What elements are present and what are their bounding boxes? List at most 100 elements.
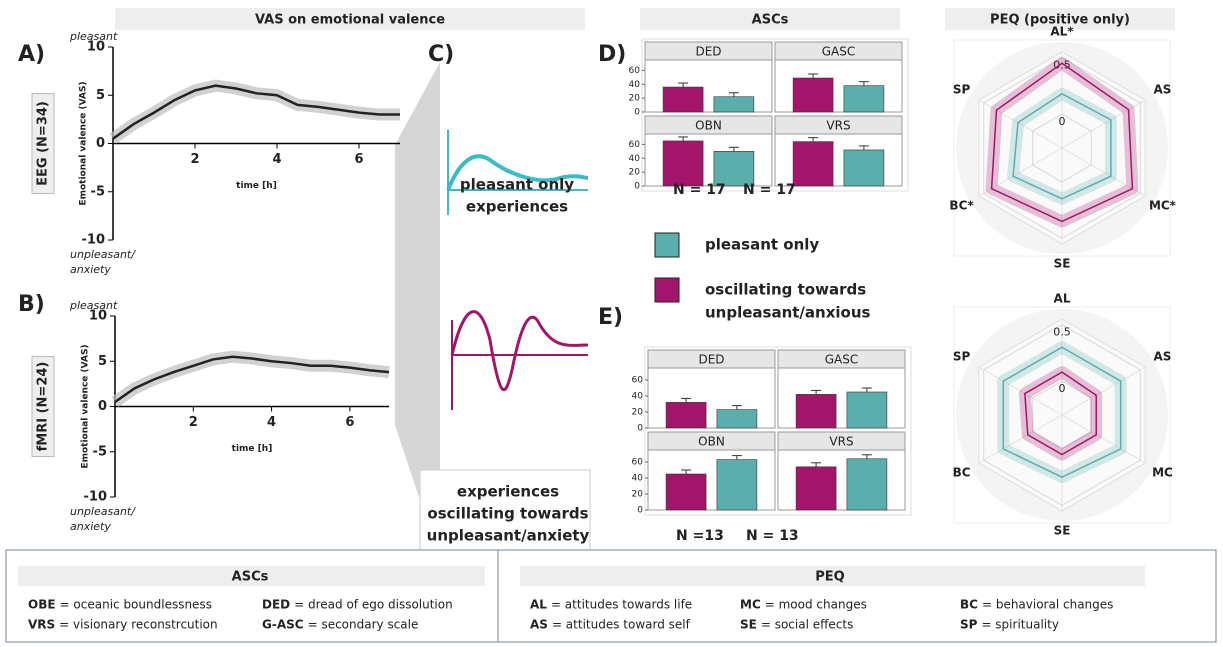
n-label: N = 17 — [673, 182, 726, 198]
bar — [843, 149, 885, 187]
radar-axis-label: MC — [1152, 466, 1173, 480]
y-tick-label: -10 — [84, 490, 108, 505]
facet-label: OBN — [695, 119, 722, 133]
y-tick-label: 20 — [629, 94, 641, 104]
radar-series — [990, 62, 1134, 223]
legend-label: unpleasant/anxious — [705, 304, 871, 322]
y-tick-label: -10 — [82, 233, 106, 248]
radar-grid — [983, 324, 1141, 506]
definitions-box — [5, 549, 1217, 643]
facet-label: VRS — [826, 119, 850, 133]
radar-series — [1024, 371, 1097, 456]
radar-spoke — [1061, 147, 1146, 197]
r-tick-label: 0.5 — [1053, 326, 1071, 339]
definition-abbr: OBE — [28, 598, 56, 612]
definitions-title: PEQ — [815, 570, 844, 585]
schematic-frame — [419, 469, 591, 561]
header-bar — [640, 8, 900, 30]
y-tick-label: 20 — [632, 408, 644, 418]
y-tick-label: 60 — [632, 376, 644, 386]
schematic-label: experiences — [457, 483, 559, 501]
radar-spoke — [978, 366, 1063, 416]
panel-label: E) — [598, 305, 623, 330]
r-tick-label: 0 — [1059, 115, 1066, 128]
y-tick-label: 10 — [87, 40, 105, 55]
definition-text: = dread of ego dissolution — [294, 598, 453, 612]
definition-text: = mood changes — [765, 598, 867, 612]
n-label: N = 17 — [743, 182, 796, 198]
facet-label: GASC — [822, 45, 856, 59]
radar-axis-label: AL* — [1050, 25, 1074, 39]
x-tick-label: 2 — [189, 415, 198, 430]
r-tick-label: 0 — [1059, 382, 1066, 395]
y-tick-label: 60 — [629, 66, 641, 76]
y-tick-label: 0 — [637, 506, 643, 516]
bar — [716, 409, 758, 429]
schematic-label: experiences — [466, 198, 568, 216]
bar — [713, 96, 755, 113]
radar-spoke — [1061, 366, 1146, 416]
bar — [792, 141, 834, 187]
y-tick-label: 10 — [89, 309, 107, 324]
y-tick-label: 60 — [632, 458, 644, 468]
definition-text: = social effects — [761, 618, 853, 632]
legend-label: oscillating towards — [705, 281, 866, 299]
definition-text: = attitudes towards life — [551, 598, 692, 612]
header-bar — [520, 566, 1145, 586]
bar — [665, 402, 707, 429]
facet-label: DED — [695, 45, 721, 59]
definition-abbr: VRS — [28, 618, 55, 632]
schematic-curve — [450, 310, 589, 392]
radar-series — [1012, 92, 1112, 200]
bar — [843, 85, 885, 113]
radar-grid — [1032, 380, 1092, 450]
header: ASCs — [752, 13, 789, 28]
schematic-label: oscillating towards — [427, 505, 588, 523]
bar — [716, 459, 758, 511]
y-tick-label: 40 — [629, 154, 641, 164]
radar-spoke — [978, 99, 1063, 149]
bar — [846, 458, 888, 511]
radar-spoke — [1061, 414, 1146, 464]
y-tick-label: 20 — [632, 490, 644, 500]
radar-axis-label: AL — [1054, 292, 1071, 306]
y-axis-label: Emotional valence (VAS) — [81, 344, 91, 468]
x-tick-label: 4 — [267, 415, 276, 430]
y-tick-label: 0 — [637, 424, 643, 434]
bar — [846, 391, 888, 429]
group-label: EEG (N=34) — [36, 101, 51, 186]
radar-spoke — [1061, 99, 1146, 149]
definition-abbr: MC — [740, 598, 761, 612]
r-tick-label: 0.5 — [1053, 59, 1071, 72]
n-label: N = 13 — [746, 528, 799, 544]
mean-line — [112, 84, 400, 140]
bar — [792, 77, 834, 113]
y-tick-label: 0 — [634, 108, 640, 118]
radar-axis-label: MC* — [1149, 199, 1177, 213]
radar-axis-label: BC — [953, 466, 971, 480]
x-tick-label: 6 — [345, 415, 354, 430]
definition-text: = attitudes toward self — [552, 618, 691, 632]
panel-label: B) — [18, 292, 45, 317]
header: VAS on emotional valence — [255, 13, 445, 28]
y-tick-label: 0 — [96, 136, 105, 151]
definition-text: = secondary scale — [308, 618, 419, 632]
bar — [713, 151, 755, 187]
x-tick-label: 6 — [354, 152, 363, 167]
radar-axis-label: SP — [953, 350, 971, 364]
radar-axis-label: SE — [1054, 257, 1071, 271]
panel-label: C) — [428, 42, 454, 67]
group-box — [31, 356, 55, 457]
bottom-label: unpleasant/ — [70, 248, 136, 261]
bottom-label: unpleasant/ — [70, 505, 136, 518]
schematic-label: pleasant only — [460, 176, 574, 194]
group-box — [31, 93, 55, 194]
y-tick-label: 5 — [98, 354, 107, 369]
legend-label: pleasant only — [705, 236, 819, 254]
bar — [665, 473, 707, 511]
bar — [662, 140, 704, 187]
definition-abbr: AS — [530, 618, 548, 632]
bar — [662, 86, 704, 113]
y-tick-label: 0 — [98, 399, 107, 414]
radar-series — [1002, 346, 1122, 478]
